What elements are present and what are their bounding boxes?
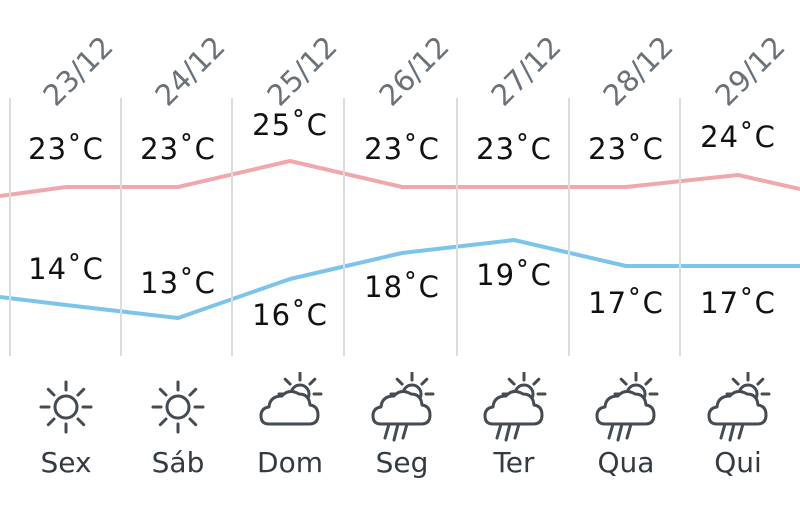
column-divider	[568, 98, 570, 356]
max-temperature-label: 23˚C	[28, 132, 104, 166]
weekday-label: Dom	[257, 446, 323, 479]
rain-sun-icon	[703, 371, 773, 442]
min-temperature-label: 13˚C	[140, 266, 216, 300]
rain-sun-icon	[479, 371, 549, 442]
max-temperature-label: 24˚C	[700, 120, 776, 154]
column-divider	[9, 98, 11, 356]
max-temperature-line	[0, 159, 800, 198]
max-temperature-label: 23˚C	[588, 132, 664, 166]
min-temperature-label: 17˚C	[700, 286, 776, 320]
weekday-label: Seg	[375, 446, 429, 479]
column-divider	[456, 98, 458, 356]
weekday-label: Sex	[40, 446, 92, 479]
column-divider	[343, 98, 345, 356]
column-divider	[231, 98, 233, 356]
rain-sun-icon	[591, 371, 661, 442]
max-temperature-label: 23˚C	[140, 132, 216, 166]
weekday-label: Ter	[493, 446, 535, 479]
min-temperature-label: 19˚C	[476, 258, 552, 292]
max-temperature-label: 25˚C	[252, 108, 328, 142]
max-temperature-label: 23˚C	[364, 132, 440, 166]
sun-icon	[31, 372, 101, 442]
weekday-label: Qui	[714, 446, 762, 479]
max-temperature-label: 23˚C	[476, 132, 552, 166]
sun-icon	[143, 372, 213, 442]
partly-cloudy-icon	[255, 371, 325, 442]
min-temperature-label: 14˚C	[28, 252, 104, 286]
column-divider	[679, 98, 681, 356]
column-divider	[120, 98, 122, 356]
min-temperature-label: 17˚C	[588, 286, 664, 320]
weekday-label: Sáb	[151, 446, 205, 479]
min-temperature-label: 16˚C	[252, 298, 328, 332]
rain-sun-icon	[367, 371, 437, 442]
weekday-label: Qua	[597, 446, 655, 479]
min-temperature-label: 18˚C	[364, 270, 440, 304]
min-temperature-line	[0, 238, 800, 320]
